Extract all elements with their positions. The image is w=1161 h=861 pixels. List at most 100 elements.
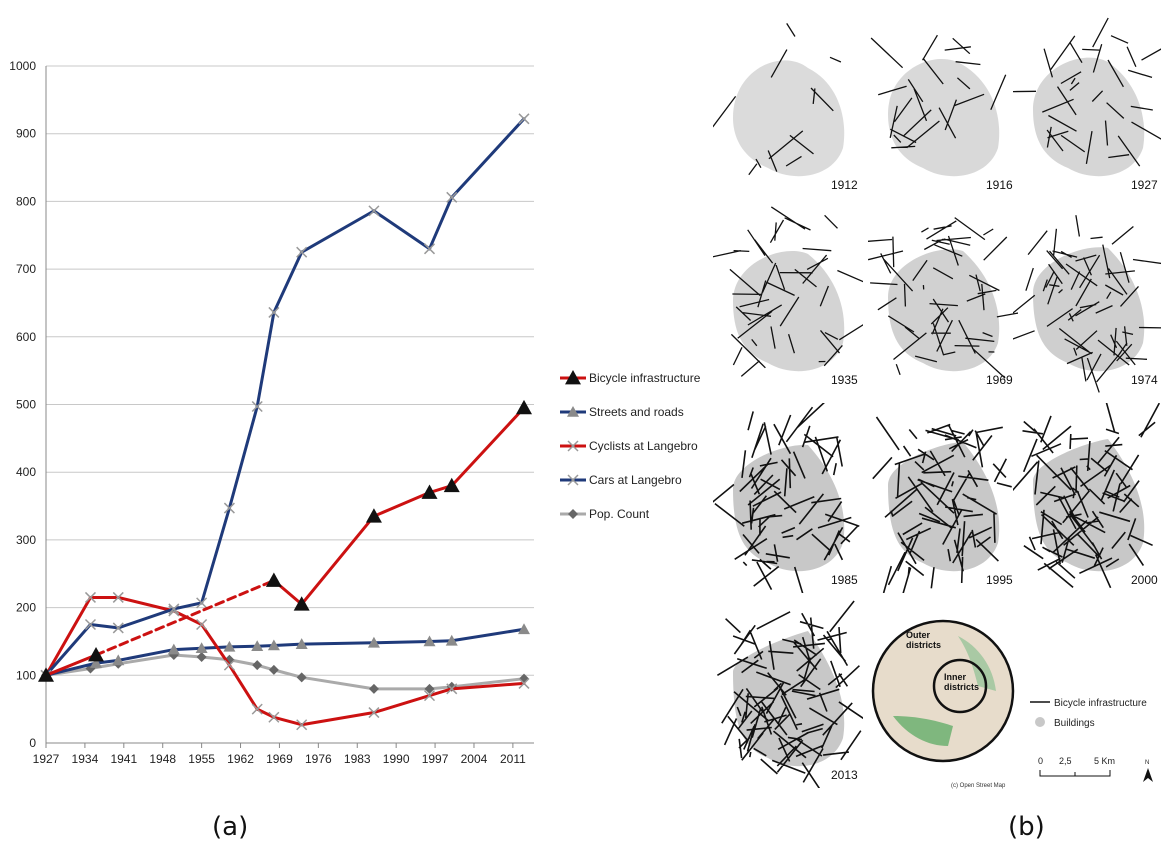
map-1927 xyxy=(1012,8,1161,198)
data-point xyxy=(223,659,235,671)
x-tick-label: 1969 xyxy=(266,752,293,766)
y-tick-label: 200 xyxy=(16,601,36,615)
series-cyclists-at-langebro xyxy=(40,591,530,731)
map-1969 xyxy=(858,203,1021,393)
buildings-area xyxy=(888,59,1000,177)
data-point xyxy=(252,660,263,671)
y-tick-label: 400 xyxy=(16,465,36,479)
buildings-area xyxy=(1033,247,1145,372)
inner-districts-circle xyxy=(932,658,988,714)
y-tick-label: 1000 xyxy=(9,59,36,73)
data-point xyxy=(84,618,96,631)
map-1912 xyxy=(712,8,863,198)
series-segment xyxy=(272,668,304,679)
series-segment xyxy=(227,405,259,510)
data-point xyxy=(268,664,279,675)
north-label: N xyxy=(1145,760,1149,766)
data-point xyxy=(296,672,307,683)
series-segment xyxy=(116,595,176,613)
data-point xyxy=(167,643,180,655)
series-segment xyxy=(44,595,92,677)
map-year-label: 1927 xyxy=(1131,178,1158,192)
series-segment xyxy=(428,687,454,698)
series-segment xyxy=(272,642,304,648)
data-point xyxy=(195,642,208,654)
data-point xyxy=(421,484,438,499)
x-tick-label: 1941 xyxy=(110,752,137,766)
bicycle-network xyxy=(1004,215,1161,393)
data-point xyxy=(423,690,436,702)
series-segment xyxy=(255,310,276,409)
legend-item: Cyclists at Langebro xyxy=(560,439,698,453)
axes: 0 100 200 300 400 500 600 700 800 900 1000 1927 1934… xyxy=(9,59,534,766)
series-segment xyxy=(88,623,120,630)
series-layer xyxy=(38,113,532,731)
data-point xyxy=(368,683,379,694)
series-segment xyxy=(116,653,176,666)
series-segment xyxy=(372,639,432,645)
scale-label: 0 xyxy=(1038,756,1043,766)
x-tick-label: 1955 xyxy=(188,752,215,766)
data-point xyxy=(518,623,530,635)
osm-credit: (c) Open Street Map xyxy=(951,783,1006,789)
bicycle-network xyxy=(712,23,842,176)
series-segment xyxy=(116,607,176,630)
data-point xyxy=(368,707,380,719)
legend-buildings-label: Buildings xyxy=(1054,718,1095,729)
data-point xyxy=(565,370,581,385)
series-segment xyxy=(172,601,204,611)
data-point xyxy=(516,399,532,415)
data-point xyxy=(423,243,436,255)
series-streets-and-roads xyxy=(40,623,530,681)
data-point xyxy=(368,205,380,217)
y-tick-label: 300 xyxy=(16,533,36,547)
data-point xyxy=(196,597,208,609)
series-segment xyxy=(300,514,376,606)
districts-inset-map: Outer districts Inner districts xyxy=(868,596,1018,786)
bicycle-network xyxy=(707,398,860,599)
legend-label: Pop. Count xyxy=(589,507,650,521)
series-segment xyxy=(272,250,304,314)
series-segment xyxy=(372,694,432,715)
data-point xyxy=(251,703,263,715)
map-1916 xyxy=(868,8,1018,198)
data-point xyxy=(112,654,125,666)
bicycle-network xyxy=(1008,400,1161,589)
series-segment xyxy=(94,579,276,657)
data-point xyxy=(295,638,308,649)
data-point xyxy=(112,591,124,603)
series-segment xyxy=(44,623,92,677)
y-tick-label: 100 xyxy=(16,668,36,682)
map-panel: 1912 1916 1927 1935 1969 1974 1985 1995 2000 2013… xyxy=(707,8,1161,798)
map-year-label: 1912 xyxy=(831,178,858,192)
series-segment xyxy=(450,677,526,689)
series-segment xyxy=(200,645,231,650)
map-1985 xyxy=(707,398,863,599)
grid-lines xyxy=(46,65,534,676)
data-point xyxy=(518,677,530,689)
map-year-label: 1995 xyxy=(986,573,1013,587)
scale-label: 5 Km xyxy=(1094,756,1115,766)
y-tick-label: 800 xyxy=(16,194,36,208)
data-point xyxy=(445,634,458,646)
data-point xyxy=(518,113,530,125)
data-point xyxy=(267,639,280,651)
series-segment xyxy=(227,663,259,711)
buildings-area xyxy=(888,249,1000,372)
line-chart: 0 100 200 300 400 500 600 700 800 900 1000 1927 1934… xyxy=(9,59,701,766)
data-point xyxy=(168,603,180,615)
buildings-area xyxy=(733,250,845,372)
x-tick-label: 1997 xyxy=(422,752,449,766)
data-point xyxy=(38,667,54,682)
bicycle-network xyxy=(872,416,1012,599)
data-point xyxy=(423,635,436,647)
data-point xyxy=(88,646,105,662)
buildings-area xyxy=(733,60,845,177)
data-point xyxy=(446,191,458,203)
series-segment xyxy=(300,675,376,691)
bicycle-network xyxy=(716,600,868,791)
data-point xyxy=(567,406,579,417)
legend-label: Bicycle infrastructure xyxy=(589,371,701,385)
data-point xyxy=(268,711,280,723)
map-legend: Bicycle infrastructure Buildings 0 2,5 5 Km N xyxy=(1028,690,1158,790)
